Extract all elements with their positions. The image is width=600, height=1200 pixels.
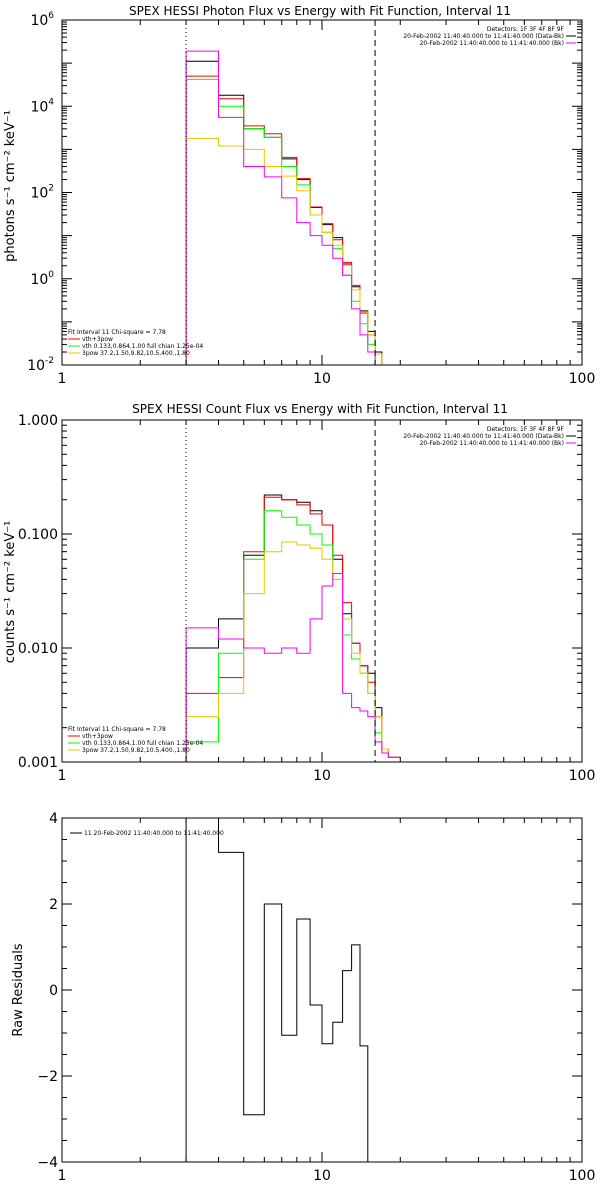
y-tick-label: 1.000: [18, 413, 58, 429]
y-tick-label: 100: [30, 270, 54, 288]
chart-title: SPEX HESSI Photon Flux vs Energy with Fi…: [129, 4, 511, 18]
y-axis-label: Raw Residuals: [11, 943, 26, 1036]
legend-interval: 11 20-Feb-2002 11:40:40.000 to 11:41:40.…: [70, 830, 224, 837]
x-tick-label: 1: [58, 1168, 67, 1184]
series-0-line: [185, 817, 376, 1163]
y-tick-label: 102: [30, 184, 54, 202]
x-tick-label: 1: [58, 371, 67, 387]
legend-text: 20-Feb-2002 11:40:40.000 to 11:41:40.000…: [420, 40, 564, 47]
x-tick-label: 100: [569, 371, 596, 387]
y-tick-label: −4: [37, 1155, 58, 1171]
x-tick-label: 1: [58, 768, 67, 784]
y-tick-label: 2: [49, 897, 58, 913]
legend-text: 11 20-Feb-2002 11:40:40.000 to 11:41:40.…: [84, 830, 224, 837]
y-tick-label: −2: [37, 1069, 58, 1085]
reference-lines: [185, 420, 376, 762]
x-tick-label: 10: [313, 1168, 331, 1184]
x-tick-label: 100: [569, 1168, 596, 1184]
legend-text: 20-Feb-2002 11:40:40.000 to 11:41:40.000…: [403, 33, 564, 40]
legend-text: Fit Interval 11 Chi-square = 7.78: [68, 726, 166, 733]
x-tick-label: 10: [313, 371, 331, 387]
legend-text: 20-Feb-2002 11:40:40.000 to 11:41:40.000…: [420, 440, 564, 447]
y-tick-label: 0: [49, 983, 58, 999]
y-tick-label: 10-2: [27, 356, 54, 374]
x-tick-label: 100: [569, 768, 596, 784]
reference-lines: [185, 20, 376, 365]
y-tick-label: 104: [30, 97, 54, 115]
series-3-line: [185, 541, 401, 762]
legend-text: 3pow 37.2,1.50,9.82,10.5,400.,1.80: [82, 350, 190, 357]
legend-text: vth 0.133,0.864,1.00 full chian 1.25e-04: [82, 740, 203, 747]
legend-text: 20-Feb-2002 11:40:40.000 to 11:41:40.000…: [403, 433, 564, 440]
legend-fit: Fit Interval 11 Chi-square = 7.78vth+3po…: [68, 329, 203, 357]
series-layer: [185, 50, 401, 366]
legend-text: vth 0.133,0.864,1.00 full chian 1.25e-04: [82, 343, 203, 350]
axis-ticks: 1 10 100 0.001 0.010 0.100 1.000: [18, 413, 595, 784]
x-tick-label: 10: [313, 768, 331, 784]
y-axis-label: counts s⁻¹ cm⁻² keV⁻¹: [3, 521, 18, 664]
legend-text: vth+3pow: [82, 336, 113, 343]
residuals-panel: Raw Residuals 1 10 100 −4 −2 0 2 4 11 20-Feb-20…: [11, 811, 595, 1184]
axis-ticks: 1 10 100 10-2 100 102 104 106: [27, 11, 595, 387]
y-tick-label: 106: [30, 11, 54, 29]
series-3-line: [185, 137, 401, 366]
series-layer: [185, 817, 376, 1163]
y-tick-label: 0.010: [18, 641, 58, 657]
legend-text: Fit Interval 11 Chi-square = 7.78: [68, 329, 166, 336]
legend-text: Detectors: 1F 3F 4F 8F 9F: [487, 26, 565, 33]
photon-flux-panel: SPEX HESSI Photon Flux vs Energy with Fi…: [3, 4, 595, 387]
legend-text: Detectors: 1F 3F 4F 8F 9F: [487, 426, 565, 433]
legend-text: 3pow 37.2,1.50,9.82,10.5,400.,1.80: [82, 747, 190, 754]
chart-title: SPEX HESSI Count Flux vs Energy with Fit…: [132, 402, 508, 416]
y-tick-label: 0.100: [18, 527, 58, 543]
axis-ticks: 1 10 100 −4 −2 0 2 4: [37, 811, 595, 1184]
y-tick-label: 0.001: [18, 755, 58, 771]
series-4-line: [185, 50, 401, 366]
y-tick-label: 4: [49, 811, 58, 827]
legend: 11 20-Feb-2002 11:40:40.000 to 11:41:40.…: [70, 830, 224, 837]
y-axis-label: photons s⁻¹ cm⁻² keV⁻¹: [3, 110, 18, 262]
count-flux-panel: SPEX HESSI Count Flux vs Energy with Fit…: [3, 402, 595, 784]
legend-text: vth+3pow: [82, 733, 113, 740]
legend-fit: Fit Interval 11 Chi-square = 7.78vth+3po…: [68, 726, 203, 754]
series-layer: [185, 494, 401, 762]
